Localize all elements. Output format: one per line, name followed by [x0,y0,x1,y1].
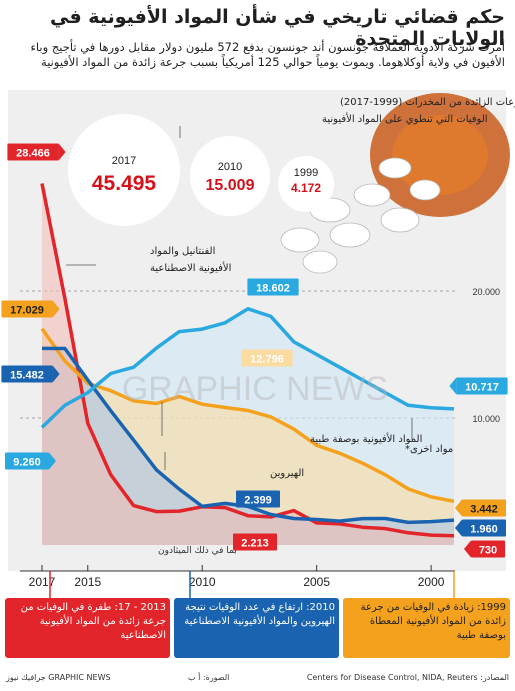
page-title: حكم قضائي تاريخي في شأن المواد الأفيونية… [50,6,505,50]
value-label-box [7,143,59,161]
value-labels: 28.466 17.029 15.482 9.260 3.442 1.960 730 10.7… [1,143,508,558]
series-label-fentanyl-line-2: الأفيونية الاصطناعية [150,261,231,274]
value-label-box [1,365,53,383]
totals-heading-line-2: الوفيات التي تنطوي على المواد الأفيونية [322,112,488,125]
x-tick-label-2015: 2015 [74,575,101,589]
value-label-pointer [49,452,56,470]
value-label-text: 18.602 [256,283,290,295]
value-label-box [233,533,277,551]
watermark-text: GRAPHIC NEWS [122,370,388,408]
caption-1999: 1999: زيادة في الوفيات من جرعة زائدة من … [360,602,506,641]
subtitle-line-1: أمرت شركة الأدوية العملاقة جونسون أند جو… [30,40,505,54]
value-label: 730 [464,540,505,558]
footer-credit: جرافيك نيوز GRAPHIC NEWS [6,673,111,682]
value-label-text: 17.029 [10,305,44,317]
x-tick-label-2005: 2005 [303,575,330,589]
caption-box-1999 [343,598,510,658]
value-label: 1.960 [455,519,506,537]
value-label: 15.482 [1,365,60,383]
value-label: 2.399 [236,490,280,508]
total-circle-2017 [68,114,180,226]
caption-1999-container: 1999: زيادة في الوفيات من جرعة زائدة من … [360,602,506,641]
footer-photo: الصورة: أ ب [188,673,230,682]
x-axis-ticks: 2017 2015 2010 2005 2000 [29,565,445,589]
series-areas [42,183,454,545]
value-label-text: 10.717 [465,382,499,394]
x-tick-label-2017: 2017 [29,575,56,589]
series-label-prescription: المواد الأفيونية بوصفة طبية [310,432,422,445]
value-label: 3.442 [455,499,506,517]
value-label: 12.796 [241,349,293,367]
total-year-1999: 1999 [294,167,318,179]
page-subtitle: أمرت شركة الأدوية العملاقة جونسون أند جو… [10,40,505,70]
value-label-text: 3.442 [470,504,498,516]
series-label-other: مواد اخرى* [405,444,453,455]
value-label-box [471,540,505,558]
caption-2010-container: 2010: ارتفاع في عدد الوفيات نتيجة الهيرو… [184,602,335,627]
value-label-box [247,278,299,296]
total-circle-2010 [190,136,270,216]
value-label-text: 15.482 [10,370,44,382]
caption-2013: 2013 - 17: طفرة في الوفيات من جرعة زائدة… [20,602,166,641]
value-label-text: 1.960 [470,524,498,536]
value-label-pointer [455,499,462,517]
value-label-box [1,300,53,318]
subtitle-line-2: الأفيون في ولاية أوكلاهوما. ويموت يومياً… [41,55,505,69]
footnote: * بما في ذلك الميثادون [158,546,245,556]
caption-2013-container: 2013 - 17: طفرة في الوفيات من جرعة زائدة… [20,602,166,641]
pills-image [280,157,441,274]
caption-2010: 2010: ارتفاع في عدد الوفيات نتيجة الهيرو… [184,602,335,627]
value-label-pointer [455,519,462,537]
total-year-2010: 2010 [218,161,242,173]
value-label-box [5,452,49,470]
value-label-text: 9.260 [13,457,41,469]
value-label-pointer [449,377,457,395]
value-label-box [236,490,280,508]
value-label-pointer [52,365,60,383]
series-label-fentanyl-line-1: الفنتانيل والمواد [150,246,215,257]
value-label-text: 730 [479,545,497,557]
area-red [42,183,454,545]
value-label: 9.260 [5,452,56,470]
totals-heading-line-1: الوفيات من الجرعات الزائدة من المخدرات (… [340,97,515,108]
x-tick-label-2000: 2000 [418,575,445,589]
total-circle-1999 [278,156,334,212]
value-label-box [462,519,506,537]
series-line-lightblue [40,307,455,429]
y-tick-label-20000: 20.000 [472,287,500,297]
total-value-2010: 15.009 [206,177,255,194]
pill-bottle-image [370,93,510,217]
total-year-2017: 2017 [112,155,136,167]
value-label-text: 12.796 [250,354,284,366]
value-label-pointer [52,300,60,318]
value-label-box [456,377,508,395]
value-label-pointer [58,143,66,161]
value-label: 10.717 [449,377,508,395]
total-value-2017: 45.495 [92,172,157,195]
area-blue [42,348,454,545]
value-label: 2.213 [233,533,277,551]
series-line-red [40,183,455,538]
value-label-text: 28.466 [16,148,50,160]
y-tick-label-10000: 10.000 [472,414,500,424]
x-tick-label-2010: 2010 [189,575,216,589]
footer-source: المصادر: Centers for Disease Control, NI… [306,673,509,682]
total-value-1999: 4.172 [291,181,321,195]
value-label-text: 2.213 [241,538,269,550]
caption-box-2013 [5,598,170,658]
value-label-pointer [464,540,471,558]
series-label-heroin: الهيروين [270,468,304,479]
value-label-text: 2.399 [244,495,272,507]
value-label: 17.029 [1,300,60,318]
caption-box-2010 [174,598,339,658]
footer: جرافيك نيوز GRAPHIC NEWS الصورة: أ ب الم… [6,673,509,687]
value-label: 28.466 [7,143,66,161]
value-label-box [462,499,506,517]
value-label-box [241,349,293,367]
series-line-orange [40,327,455,504]
value-label: 18.602 [247,278,299,296]
